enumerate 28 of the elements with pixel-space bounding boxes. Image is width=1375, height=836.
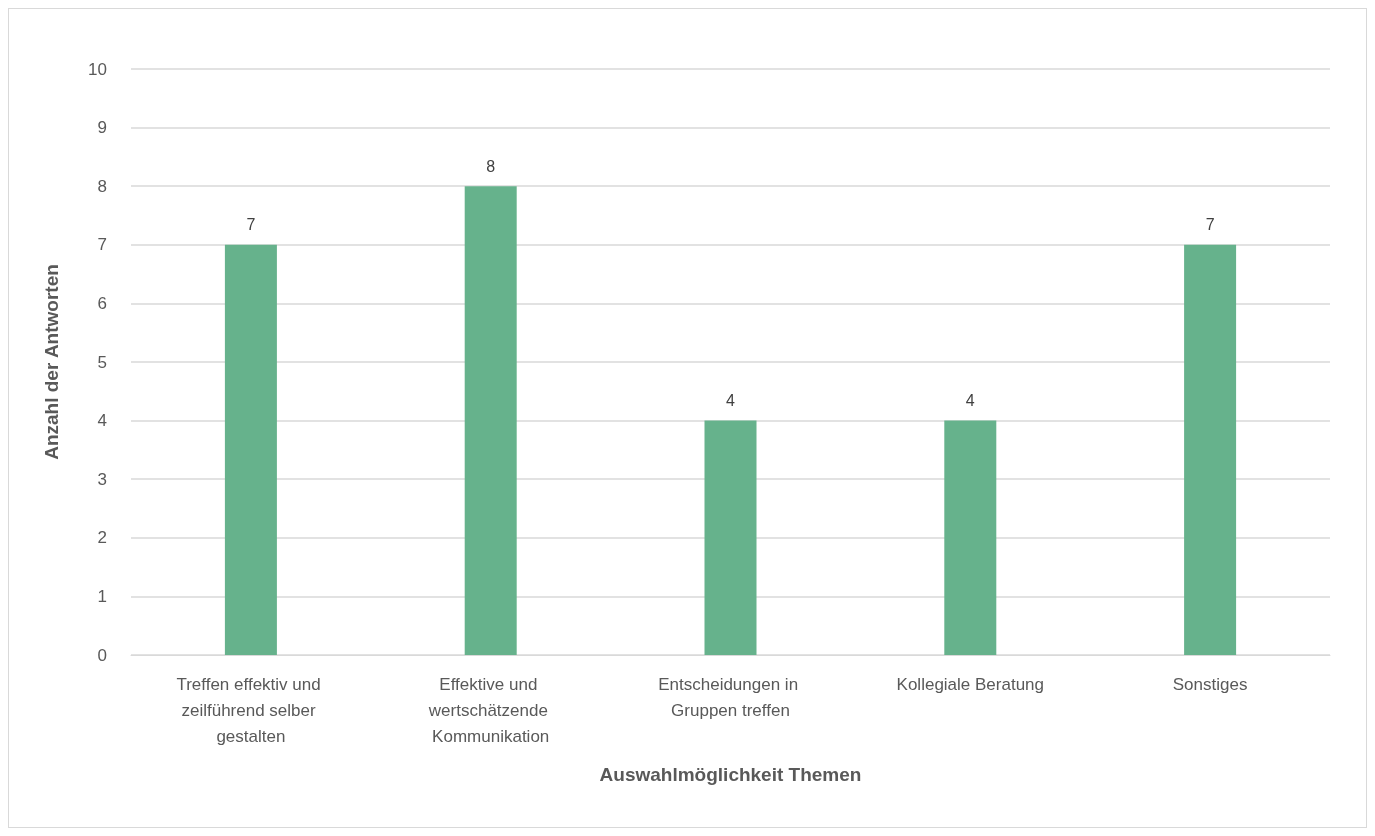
y-tick-label: 6 [97, 293, 107, 313]
y-axis-title: Anzahl der Antworten [41, 264, 62, 460]
y-tick-label: 8 [97, 176, 107, 196]
y-tick-label: 3 [97, 469, 107, 489]
x-tick-label: Entscheidungen in Gruppen treffen [658, 674, 803, 720]
bar [704, 420, 757, 655]
bar [224, 244, 277, 655]
data-label: 7 [246, 216, 256, 234]
data-label: 8 [486, 157, 496, 175]
y-tick-label: 1 [97, 586, 107, 606]
y-tick-label: 4 [97, 411, 107, 431]
data-label: 7 [1205, 216, 1215, 234]
data-label: 4 [726, 392, 736, 410]
x-tick-label: Effektive und wertschätzende Kommunikation [427, 674, 553, 746]
y-tick-label: 0 [97, 645, 107, 665]
y-tick-label: 5 [97, 352, 107, 372]
x-axis-title: Auswahlmöglichkeit Themen [599, 764, 862, 785]
y-tick-label: 10 [88, 59, 107, 79]
y-tick-label: 7 [97, 235, 107, 255]
y-tick-label: 2 [97, 528, 107, 548]
x-tick-label: Kollegiale Beratung [896, 674, 1045, 694]
data-label: 4 [965, 392, 975, 410]
y-tick-label: 9 [97, 118, 107, 138]
bar [944, 420, 997, 655]
x-tick-label: Treffen effektiv und zeilführend selber gestalten [176, 674, 326, 746]
bar [464, 186, 517, 655]
bar [1184, 244, 1237, 655]
x-tick-label: Sonstiges [1172, 674, 1248, 694]
